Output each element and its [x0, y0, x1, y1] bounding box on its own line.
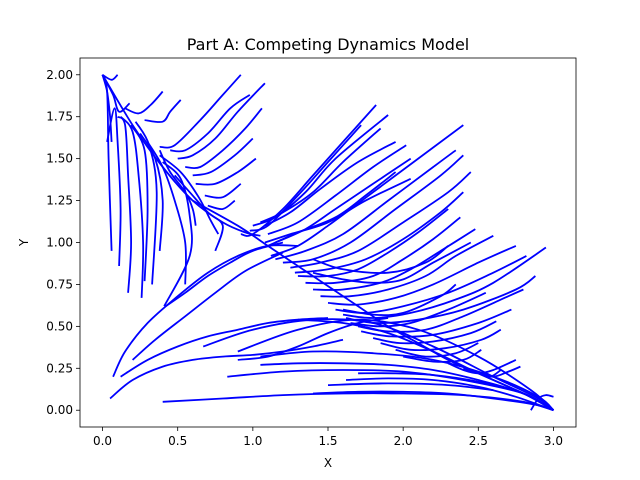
streamline-57 — [380, 328, 502, 352]
y-tick-label: 1.75 — [46, 110, 73, 124]
streamline-38 — [275, 149, 457, 261]
x-tick-label: 0.0 — [93, 434, 112, 448]
streamline-8 — [130, 124, 149, 282]
streamline-76 — [345, 377, 554, 412]
y-tick-label: 0.50 — [46, 319, 73, 333]
y-tick-label: 2.00 — [46, 68, 73, 82]
streamline-80 — [327, 382, 494, 391]
streamline-14 — [134, 121, 158, 285]
streamline-11 — [146, 141, 187, 285]
y-tick-label: 0.75 — [46, 277, 73, 291]
streamline-9 — [124, 90, 164, 115]
streamline-32 — [267, 144, 407, 235]
streamline-41 — [294, 191, 464, 274]
x-tick-label: 3.0 — [544, 434, 563, 448]
streamline-35 — [264, 177, 412, 244]
streamline-4 — [106, 107, 122, 267]
streamline-3 — [101, 74, 113, 142]
streamline-66 — [477, 369, 502, 378]
streamline-50 — [312, 241, 472, 284]
streamline-19 — [170, 94, 251, 153]
streamline-18 — [159, 74, 242, 149]
streamline-45 — [320, 235, 494, 298]
streamline-21 — [185, 107, 263, 170]
streamline-68 — [120, 317, 329, 378]
x-tick-label: 2.5 — [469, 434, 488, 448]
streamline-79 — [530, 394, 554, 411]
streamline-1 — [102, 74, 119, 81]
streamline-53 — [350, 291, 487, 328]
y-tick-label: 0.25 — [46, 361, 73, 375]
streamline-48 — [342, 246, 547, 319]
streamline-23 — [195, 157, 257, 186]
y-axis: 0.00 0.25 0.50 0.75 1.00 1.25 1.50 1.75 2.00 — [46, 68, 80, 417]
streamline-70 — [132, 251, 284, 361]
streamline-46 — [327, 245, 517, 306]
streamline-62 — [202, 318, 555, 411]
streamline-31 — [264, 141, 397, 227]
streamline-73 — [227, 369, 554, 411]
streamline-34 — [267, 171, 397, 247]
streamline-22 — [192, 137, 254, 177]
streamline-30 — [260, 127, 382, 224]
streamline-71 — [165, 241, 284, 307]
streamline-60 — [237, 317, 389, 361]
streamline-2 — [101, 74, 113, 251]
streamline-16 — [159, 154, 220, 235]
streamline-78 — [312, 390, 554, 412]
streamline-52 — [342, 283, 457, 317]
x-tick-label: 0.5 — [168, 434, 187, 448]
y-tick-label: 1.00 — [46, 236, 73, 250]
x-axis-label: X — [324, 456, 332, 470]
streamline-13 — [144, 99, 182, 123]
streamline-56 — [372, 320, 497, 345]
y-tick-label: 0.00 — [46, 403, 73, 417]
streamline-29 — [252, 114, 389, 227]
x-axis: 0.0 0.5 1.0 1.5 2.0 2.5 3.0 — [93, 427, 563, 448]
streamline-37 — [270, 124, 464, 257]
streamline-28 — [249, 124, 362, 232]
x-tick-label: 2.0 — [394, 434, 413, 448]
x-tick-label: 1.0 — [243, 434, 262, 448]
streamline-20 — [177, 82, 266, 160]
x-tick-label: 1.5 — [318, 434, 337, 448]
streamline-26 — [101, 74, 261, 237]
y-axis-label: Y — [17, 238, 31, 247]
streamline-40 — [290, 171, 472, 269]
streamline-10 — [139, 133, 164, 251]
streamline-7 — [119, 116, 145, 298]
y-tick-label: 1.50 — [46, 152, 73, 166]
streamline-15 — [162, 161, 193, 307]
streamline-72 — [162, 392, 554, 412]
streamline-77 — [358, 372, 554, 411]
streamline-39 — [282, 154, 464, 264]
streamline-51 — [312, 245, 449, 274]
streamline-43 — [305, 216, 461, 285]
y-tick-label: 1.25 — [46, 194, 73, 208]
streamline-74 — [260, 350, 555, 411]
streamline-61 — [237, 318, 555, 411]
plot-area — [101, 74, 555, 412]
streamline-24 — [204, 183, 242, 199]
chart-title: Part A: Competing Dynamics Model — [187, 35, 469, 54]
streamline-25 — [207, 199, 236, 211]
streamline-54 — [357, 288, 524, 333]
streamline-67 — [109, 338, 344, 400]
